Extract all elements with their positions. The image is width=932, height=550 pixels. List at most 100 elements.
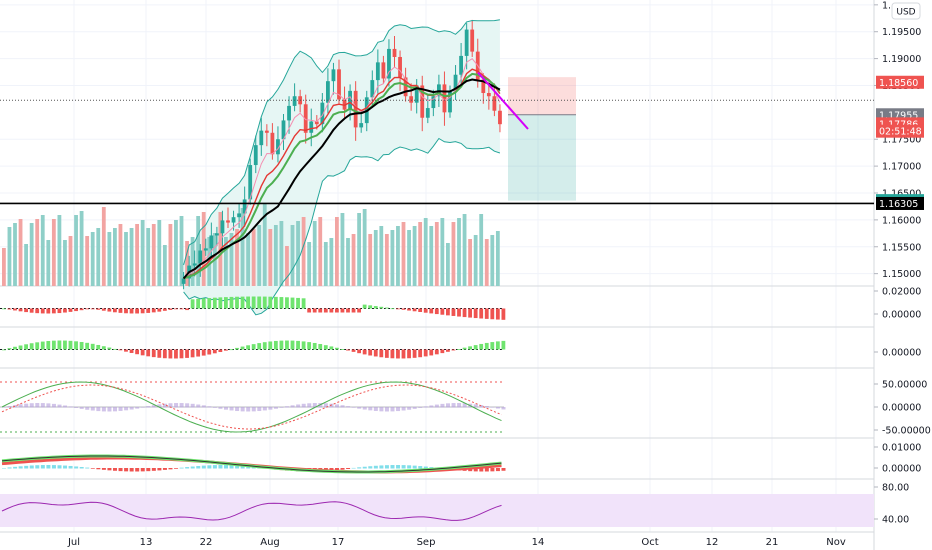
candle-body — [303, 104, 308, 133]
candle-body — [270, 132, 275, 155]
volume-bar — [440, 218, 445, 286]
macd-hist-bar — [13, 466, 18, 469]
osc2-bar — [462, 347, 467, 350]
macd-hist-bar — [40, 465, 45, 469]
stoch-hist-bar — [229, 407, 234, 411]
stoch-hist-bar — [323, 403, 328, 408]
candle-body — [392, 48, 397, 57]
stoch-hist-bar — [418, 407, 423, 408]
osc1-bar — [495, 308, 500, 320]
macd-hist-bar — [246, 466, 251, 469]
candle-body — [203, 248, 208, 251]
macd-hist-bar — [90, 468, 95, 469]
osc2-bar — [384, 349, 389, 358]
volume-bar — [307, 242, 312, 286]
macd-hist-bar — [212, 465, 217, 469]
stoch-hist-bar — [240, 407, 245, 412]
macd-thin-line — [1, 455, 502, 473]
time-scale[interactable]: Jul 13 22 Aug 17 Sep 14 Oct 12 21 Nov — [67, 537, 846, 548]
volume-bars — [2, 204, 500, 286]
osc1-bar — [107, 308, 112, 312]
price-panel[interactable] — [0, 19, 874, 316]
stoch-hist-bar — [185, 403, 190, 408]
stoch-hist-bar — [129, 407, 134, 410]
price-badge-label: 1.17955 — [879, 110, 918, 121]
volume-bar — [113, 228, 117, 286]
osc1-bar — [90, 308, 95, 310]
currency-button[interactable]: USD — [891, 2, 921, 20]
macd-hist-bar — [429, 467, 434, 469]
macd-hist-bar — [340, 468, 345, 470]
osc1-bar — [185, 308, 189, 311]
price-badge: 1.18560 — [876, 75, 924, 89]
osc1-bar — [63, 308, 67, 313]
volume-bar — [68, 236, 73, 286]
stoch-hist-bar — [235, 407, 240, 412]
stoch-tick-label: 50.00000 — [882, 380, 927, 391]
stoch-hist-bar — [301, 403, 306, 408]
candle-body — [287, 105, 291, 121]
stoch-hist-bar — [40, 403, 45, 408]
stoch-hist-bar — [362, 407, 367, 410]
macd-hist-bar — [201, 465, 206, 469]
osc1-bar — [29, 308, 34, 313]
osc1-bar — [168, 308, 173, 310]
osc2-bar — [379, 349, 384, 358]
macd-hist-bar — [129, 468, 134, 472]
stoch-hist-bar — [140, 407, 145, 408]
osc2-bar — [124, 349, 128, 352]
osc1-bar — [279, 297, 284, 309]
volume-bar — [479, 214, 484, 286]
osc2-bar — [457, 349, 461, 350]
price-badge-label: 1.16305 — [879, 199, 918, 210]
volume-bar — [462, 214, 467, 286]
short-position-tool[interactable] — [508, 77, 576, 201]
volume-bar — [79, 211, 84, 286]
candle-body — [398, 56, 402, 78]
osc2-bar — [35, 342, 40, 350]
macd-hist-bar — [235, 465, 240, 469]
volume-bar — [379, 226, 384, 286]
osc1-bar — [124, 308, 128, 314]
osc1-bar — [462, 308, 467, 318]
volume-bar — [124, 232, 128, 286]
time-tick-label: 14 — [532, 537, 545, 548]
stoch-hist-bar — [285, 406, 290, 408]
candle-body — [375, 62, 380, 81]
osc2-bar — [479, 343, 484, 350]
price-badge-bg — [876, 124, 924, 138]
osc2-bar — [501, 340, 506, 350]
oscillator-2-panel: 0.00000 — [0, 340, 921, 359]
macd-hist-bar — [2, 468, 6, 469]
candle-body — [414, 85, 419, 103]
macd-hist-bar — [196, 466, 201, 469]
candle-body — [226, 220, 230, 223]
price-badge-bg — [876, 196, 924, 210]
osc2-bar — [484, 342, 489, 350]
osc2-bar — [312, 342, 317, 350]
volume-bar — [368, 234, 373, 286]
stoch-hist-bar — [290, 405, 295, 408]
osc2-bar — [307, 342, 312, 350]
stoch-hist-bar — [207, 406, 212, 408]
osc2-bar — [113, 348, 117, 350]
magenta-trend-line[interactable] — [477, 71, 529, 130]
osc1-bar — [501, 308, 506, 320]
osc1-bar — [434, 308, 439, 315]
osc1-bar — [151, 308, 156, 313]
stoch-hist-bar — [74, 407, 79, 408]
osc2-bar — [418, 349, 423, 358]
osc1-bar — [418, 308, 423, 312]
macd-hist-bar — [63, 465, 68, 469]
osc2-bar — [368, 349, 373, 356]
candle-body — [381, 62, 386, 79]
volume-bar — [29, 223, 34, 286]
macd-hist-bar — [7, 467, 12, 469]
macd-hist-bar — [174, 468, 179, 469]
time-tick-label: 12 — [706, 537, 719, 548]
candle-body — [264, 130, 269, 133]
osc1-bar — [357, 308, 361, 313]
macd-hist-bar — [396, 465, 401, 469]
osc2-bar — [85, 342, 90, 350]
